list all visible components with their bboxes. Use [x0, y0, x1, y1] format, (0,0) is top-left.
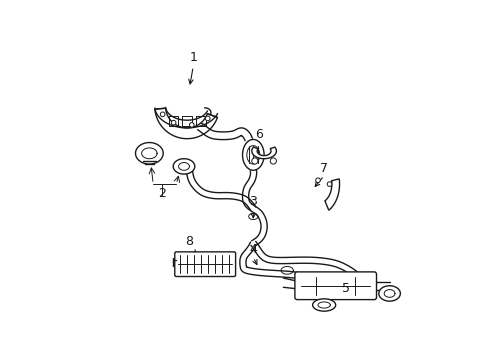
Circle shape	[205, 116, 210, 121]
Text: 6: 6	[254, 127, 262, 140]
Polygon shape	[173, 159, 194, 174]
Text: 8: 8	[185, 235, 193, 248]
Circle shape	[251, 158, 257, 164]
Circle shape	[189, 123, 194, 127]
Text: 5: 5	[341, 282, 349, 294]
Polygon shape	[251, 147, 276, 159]
Polygon shape	[324, 179, 339, 210]
Circle shape	[315, 178, 320, 183]
Circle shape	[171, 120, 176, 125]
FancyBboxPatch shape	[294, 272, 376, 300]
Polygon shape	[135, 143, 163, 164]
Circle shape	[326, 182, 331, 186]
Text: 7: 7	[320, 162, 327, 175]
Text: 1: 1	[189, 50, 197, 64]
Polygon shape	[155, 108, 217, 139]
Text: 3: 3	[249, 194, 257, 208]
Circle shape	[160, 112, 164, 117]
Circle shape	[270, 158, 276, 164]
Polygon shape	[378, 286, 400, 301]
Text: 4: 4	[249, 243, 257, 256]
Polygon shape	[312, 299, 335, 311]
FancyBboxPatch shape	[174, 252, 235, 276]
Text: 2: 2	[158, 187, 166, 200]
Polygon shape	[242, 139, 264, 170]
